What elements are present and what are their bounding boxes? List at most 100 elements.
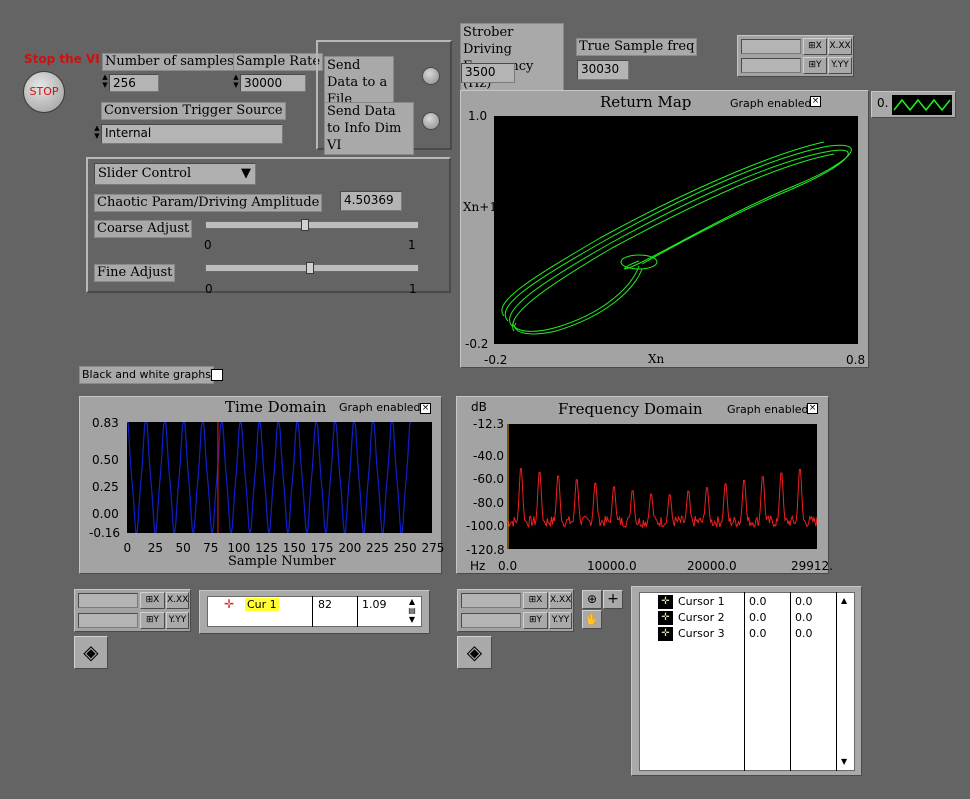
rm-y-tick-bottom: -0.2 xyxy=(465,337,489,351)
slider-panel xyxy=(86,157,451,293)
rm-x-tick-left: -0.2 xyxy=(484,353,508,367)
fd-cursor-x: 0.0 xyxy=(749,611,767,624)
fd-cursor-y: 0.0 xyxy=(795,627,813,640)
fd-cursor-row[interactable]: ✛ Cursor 3 0.0 0.0 xyxy=(656,627,836,642)
bw-graphs-checkbox[interactable] xyxy=(211,369,223,381)
td-cursor-mover-icon[interactable]: ◈ xyxy=(74,636,108,669)
fd-x-format-button[interactable]: X.XX xyxy=(549,592,572,609)
td-x-lock-icon[interactable]: ⊞X xyxy=(140,592,165,609)
num-samples-field[interactable]: 256 xyxy=(109,74,159,92)
fd-col-sep-3 xyxy=(836,592,837,771)
fd-cursor-table[interactable] xyxy=(639,592,855,771)
fd-cursor-row[interactable]: ✛ Cursor 1 0.0 0.0 xyxy=(656,595,836,610)
td-x-format-button[interactable]: X.XX xyxy=(166,592,189,609)
time-domain-title: Time Domain xyxy=(225,398,327,416)
bw-graphs-label: Black and white graphs xyxy=(79,366,214,384)
fd-cursor-scroll-up[interactable]: ▲ xyxy=(841,596,848,605)
fd-col-sep-2 xyxy=(790,592,791,771)
zoom-icon[interactable]: ⊕ xyxy=(582,590,602,609)
send-info-toggle[interactable] xyxy=(422,112,440,130)
fd-cursor-scroll-down[interactable]: ▼ xyxy=(841,757,848,766)
td-cursor-sep-1 xyxy=(312,596,313,627)
fd-cursor-y: 0.0 xyxy=(795,595,813,608)
fd-cursor-row[interactable]: ✛ Cursor 2 0.0 0.0 xyxy=(656,611,836,626)
fd-y-format-button[interactable]: Y.YY xyxy=(549,612,572,629)
td-x-tick: 150 xyxy=(282,541,306,555)
freq-domain-enabled-checkbox[interactable]: × xyxy=(807,403,818,414)
slider-mode-select[interactable]: Slider Control ▼ xyxy=(94,163,256,185)
td-x-tick: 225 xyxy=(366,541,389,555)
fd-y-lock-icon[interactable]: ⊞Y xyxy=(523,612,548,629)
freq-domain-title: Frequency Domain xyxy=(558,400,703,418)
return-map-trace xyxy=(501,141,852,335)
fd-cursor-name: Cursor 3 xyxy=(678,627,725,640)
fine-label: Fine Adjust xyxy=(94,264,176,282)
td-cursor-x[interactable]: 82 xyxy=(318,598,332,611)
fd-x-tick-2: 20000.0 xyxy=(687,559,737,573)
coarse-slider[interactable] xyxy=(205,221,419,229)
fd-x-scale-name xyxy=(461,593,521,608)
fd-col-sep-1 xyxy=(744,592,745,771)
fd-y-tick-1: -40.0 xyxy=(473,449,505,463)
fd-unit-x: Hz xyxy=(470,559,486,573)
num-samples-label: Number of samples xyxy=(102,53,237,71)
td-x-tick: 50 xyxy=(175,541,191,555)
td-x-tick: 200 xyxy=(338,541,362,555)
rm-y-scale-name xyxy=(741,58,801,73)
td-cursor-name[interactable]: Cur 1 xyxy=(245,598,279,611)
trigger-field[interactable]: Internal xyxy=(101,124,283,144)
coarse-min: 0 xyxy=(204,238,212,252)
td-x-tick: 125 xyxy=(255,541,279,555)
fd-x-lock-icon[interactable]: ⊞X xyxy=(523,592,548,609)
coarse-slider-thumb[interactable] xyxy=(301,219,309,231)
sample-rate-stepper[interactable]: ▲ ▼ xyxy=(233,73,239,89)
fd-y-scale-name xyxy=(461,613,521,628)
true-freq-label: True Sample freq xyxy=(576,38,698,56)
fd-x-tick-3: 29912. xyxy=(791,559,833,573)
strober-field[interactable]: 3500 xyxy=(461,63,515,83)
crosshair-icon[interactable]: + xyxy=(603,590,623,609)
fd-y-tick-4: -100.0 xyxy=(466,519,505,533)
plot-legend-value: 0. xyxy=(877,96,889,110)
return-map-enabled-checkbox[interactable]: × xyxy=(810,96,821,107)
trigger-stepper[interactable]: ▲ ▼ xyxy=(94,124,100,140)
fd-y-tick-0: -12.3 xyxy=(473,417,505,431)
fd-y-tick-3: -80.0 xyxy=(473,496,505,510)
freq-domain-unit-y: dB xyxy=(471,400,487,414)
cursor-marker-icon: ✛ xyxy=(658,627,673,641)
td-x-tick: 0 xyxy=(123,541,132,555)
td-cursor-y[interactable]: 1.09 xyxy=(362,598,387,611)
return-map-plot[interactable] xyxy=(494,116,858,344)
rm-x-lock-icon[interactable]: ⊞X xyxy=(803,38,827,55)
stop-button[interactable]: STOP xyxy=(23,71,65,113)
num-samples-stepper[interactable]: ▲ ▼ xyxy=(102,73,108,89)
time-domain-enabled-checkbox[interactable]: × xyxy=(420,403,431,414)
time-domain-plot[interactable] xyxy=(126,421,432,536)
freq-domain-plot[interactable] xyxy=(506,424,818,549)
return-map-enabled-label: Graph enabled xyxy=(730,97,812,110)
fd-x-tick-0: 0.0 xyxy=(498,559,518,573)
rm-x-tick-right: 0.8 xyxy=(846,353,866,367)
td-y-tick-1: 0.50 xyxy=(92,453,119,467)
freq-domain-trace xyxy=(506,424,818,549)
fd-cursor-x: 0.0 xyxy=(749,627,767,640)
fd-y-tick-5: -120.8 xyxy=(466,543,505,557)
td-x-tick: 175 xyxy=(310,541,334,555)
rm-y-format-button[interactable]: Y.YY xyxy=(828,57,852,74)
rm-y-lock-icon[interactable]: ⊞Y xyxy=(803,57,827,74)
rm-x-format-button[interactable]: X.XX xyxy=(828,38,852,55)
td-cursor-table[interactable] xyxy=(207,596,422,627)
rm-xlabel: Xn xyxy=(648,352,665,366)
pan-hand-icon[interactable]: ✋ xyxy=(582,610,602,629)
return-map-title: Return Map xyxy=(600,93,692,111)
td-y-format-button[interactable]: Y.YY xyxy=(166,612,189,629)
fd-cursor-mover-icon[interactable]: ◈ xyxy=(457,636,492,669)
stop-title: Stop the VI xyxy=(24,52,100,66)
td-y-lock-icon[interactable]: ⊞Y xyxy=(140,612,165,629)
plot-legend-swatch xyxy=(892,95,952,115)
sample-rate-field[interactable]: 30000 xyxy=(240,74,306,92)
send-file-toggle[interactable] xyxy=(422,67,440,85)
coarse-label: Coarse Adjust xyxy=(94,220,193,238)
fine-slider-thumb[interactable] xyxy=(306,262,314,274)
td-cursor-scroll[interactable]: ▲ ▤ ▼ xyxy=(408,597,416,624)
